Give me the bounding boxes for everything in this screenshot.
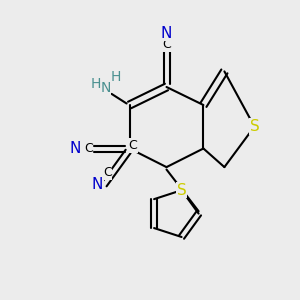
Text: C: C [84, 142, 93, 155]
Text: C: C [162, 38, 171, 52]
Text: N: N [161, 26, 172, 40]
Text: N: N [70, 141, 81, 156]
Text: S: S [177, 183, 187, 198]
Text: H: H [110, 70, 121, 84]
Text: S: S [250, 119, 259, 134]
Text: H: H [91, 77, 101, 91]
Text: N: N [100, 82, 111, 95]
Text: N: N [92, 177, 103, 192]
Text: C: C [103, 166, 112, 179]
Text: C: C [128, 139, 137, 152]
